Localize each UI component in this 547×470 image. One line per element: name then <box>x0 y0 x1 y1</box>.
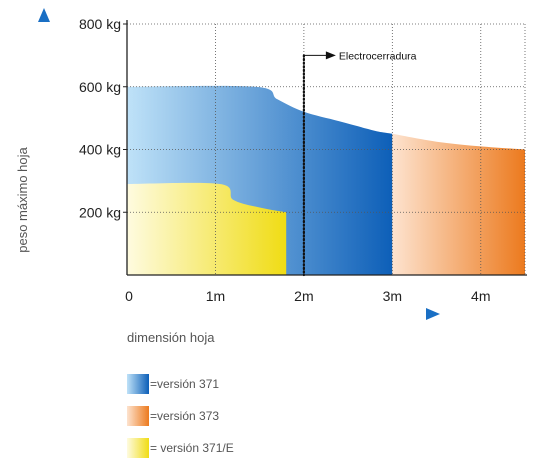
y-tick-label: 200 kg <box>79 204 121 220</box>
x-tick-label: 2m <box>294 288 313 304</box>
legend-label-373: =versión 373 <box>150 409 220 423</box>
legend-item-373: =versión 373 <box>127 406 234 426</box>
x-axis-title-arrow-head <box>426 308 440 320</box>
legend-item-371: =versión 371 <box>127 374 234 394</box>
legend-item-371e: = versión 371/E <box>127 438 234 458</box>
legend-swatch-371e <box>127 438 149 458</box>
legend-label-371e: = versión 371/E <box>150 441 234 455</box>
legend-label-371: =versión 371 <box>150 377 220 391</box>
y-tick-label: 800 kg <box>79 16 121 32</box>
legend: =versión 371 =versión 373 = versión 371/… <box>127 374 234 470</box>
grid-layer <box>127 23 526 275</box>
electrocerradura-label: Electrocerradura <box>339 50 417 62</box>
y-axis-title-group: peso máximo hoja <box>15 8 50 270</box>
annotation-layer: Electrocerradura <box>302 50 417 277</box>
x-tick-label: 1m <box>206 288 225 304</box>
x-axis-title-group: dimensión hoja <box>127 308 440 345</box>
x-tick-label: 4m <box>471 288 490 304</box>
y-axis-title: peso máximo hoja <box>15 146 30 252</box>
area-layer <box>127 85 525 275</box>
area-version-373 <box>392 133 525 275</box>
axis-layer: 200 kg 400 kg 600 kg 800 kg 0 1m 2m 3m 4m <box>79 16 527 304</box>
x-tick-label: 0 <box>125 288 133 304</box>
chart-svg: 200 kg 400 kg 600 kg 800 kg 0 1m 2m 3m 4m peso m… <box>15 8 527 345</box>
electrocerradura-arrow-head <box>325 51 336 60</box>
x-tick-label: 3m <box>383 288 402 304</box>
y-tick-label: 400 kg <box>79 142 121 158</box>
area-version-371e <box>127 182 287 275</box>
y-tick-label: 600 kg <box>79 79 121 95</box>
legend-swatch-371 <box>127 374 149 394</box>
y-axis-title-arrow-head <box>38 8 50 22</box>
legend-swatch-373 <box>127 406 149 426</box>
x-axis-title: dimensión hoja <box>127 330 215 345</box>
